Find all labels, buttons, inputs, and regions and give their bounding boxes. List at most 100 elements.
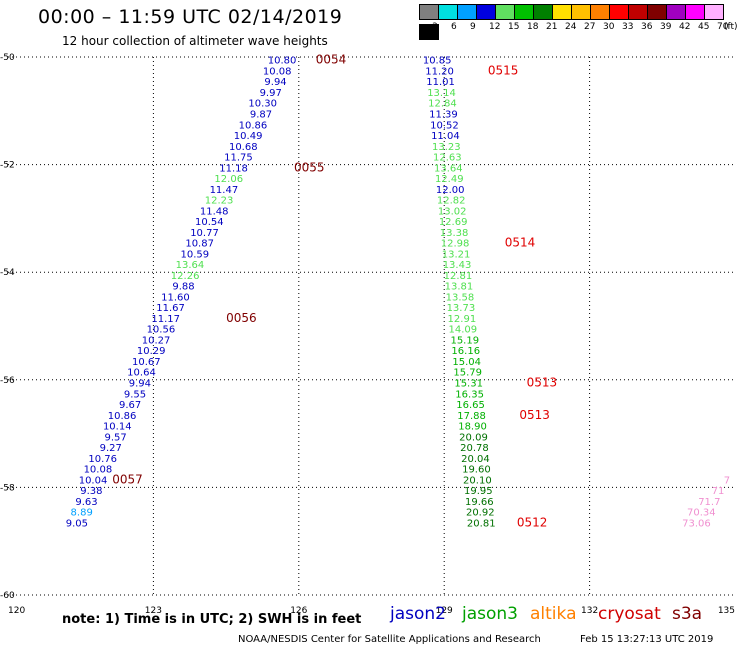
data-point-jason2: 10.77 (190, 228, 219, 239)
data-point-jason2: 12.26 (171, 271, 200, 282)
legend-label: 9 (470, 22, 476, 32)
data-point-jason2: 9.57 (104, 432, 126, 443)
data-point-jason2: 9.94 (264, 77, 286, 88)
data-point-jason2: 10.64 (127, 368, 156, 379)
data-point-jason2: 9.97 (260, 88, 282, 99)
satellite-cryosat: cryosat (598, 604, 661, 624)
legend-label: 15 (508, 22, 520, 32)
data-point-jason2: 10.67 (132, 357, 161, 368)
data-point-jason3: 15.79 (453, 368, 482, 379)
data-point-jason2: 11.18 (219, 163, 248, 174)
credit-line: NOAA/NESDIS Center for Satellite Applica… (238, 634, 541, 645)
data-point-jason2: 10.30 (248, 99, 277, 110)
time-label: 0514 (505, 236, 536, 250)
legend-label: 70 (717, 22, 729, 32)
data-point-jason3: 11.20 (425, 66, 454, 77)
time-label: 0056 (226, 311, 257, 325)
data-point-jason3: 13.14 (427, 88, 456, 99)
data-point-jason3: 12.49 (435, 174, 464, 185)
data-point-jason3: 13.38 (440, 228, 469, 239)
footnote: note: 1) Time is in UTC; 2) SWH is in fe… (62, 612, 362, 627)
legend-label: 45 (698, 22, 710, 32)
data-point-jason3: 13.58 (446, 292, 475, 303)
data-point-cryosat: 70.34 (687, 508, 716, 519)
legend-label: 24 (565, 22, 577, 32)
x-tick-label: 132 (581, 606, 598, 616)
data-point-jason2: 9.87 (250, 109, 272, 120)
data-point-jason2: 10.56 (147, 325, 176, 336)
time-label: 0513 (527, 375, 558, 389)
data-point-jason2: 9.27 (100, 443, 122, 454)
data-point-jason3: 17.88 (457, 411, 486, 422)
data-point-jason3: 19.60 (462, 465, 491, 476)
time-label: 0515 (488, 63, 519, 77)
data-point-jason3: 13.21 (442, 249, 471, 260)
y-tick-label: -50 (0, 53, 15, 63)
y-tick-label: -58 (0, 483, 15, 493)
data-point-jason2: 9.38 (80, 486, 102, 497)
data-point-jason3: 20.04 (461, 454, 490, 465)
data-point-jason2: 9.55 (124, 389, 146, 400)
data-point-jason2: 11.67 (156, 303, 185, 314)
y-tick-label: -60 (0, 591, 15, 601)
data-point-jason2: 10.04 (79, 475, 108, 486)
data-point-jason3: 13.73 (447, 303, 476, 314)
data-point-jason3: 11.04 (431, 131, 460, 142)
data-point-jason3: 15.04 (452, 357, 481, 368)
data-point-jason3: 20.78 (460, 443, 489, 454)
data-point-jason2: 10.27 (142, 335, 171, 346)
data-point-jason2: 9.67 (119, 400, 141, 411)
data-point-cryosat: 71.7 (698, 497, 720, 508)
data-point-jason3: 15.19 (450, 335, 479, 346)
data-point-jason2: 9.63 (75, 497, 97, 508)
data-point-jason2: 9.05 (66, 518, 88, 529)
data-point-jason2: 11.48 (200, 206, 229, 217)
data-point-jason3: 20.10 (463, 475, 492, 486)
data-point-cryosat: 73.06 (682, 518, 711, 529)
satellite-jason2: jason2 (390, 604, 446, 624)
data-point-jason3: 16.16 (451, 346, 480, 357)
data-point-jason3: 11.39 (429, 109, 458, 120)
data-point-jason2: 10.59 (180, 249, 209, 260)
data-point-jason2: 12.06 (214, 174, 243, 185)
data-point-jason2: 10.14 (103, 422, 132, 433)
data-point-jason3: 16.35 (455, 389, 484, 400)
time-label: 0512 (517, 515, 548, 529)
time-label: 0054 (316, 53, 347, 67)
satellite-jason3: jason3 (462, 604, 518, 624)
legend-label: 3 (432, 22, 438, 32)
data-point-jason3: 12.82 (437, 196, 466, 207)
legend-label: (ft) (724, 22, 738, 32)
data-point-jason2: 10.80 (268, 56, 297, 67)
data-point-jason3: 14.09 (449, 325, 478, 336)
legend-label: 42 (679, 22, 691, 32)
legend-label: 39 (660, 22, 672, 32)
data-point-jason3: 19.66 (465, 497, 494, 508)
data-point-jason3: 12.81 (444, 271, 473, 282)
legend-label: 12 (489, 22, 501, 32)
data-point-jason2: 11.17 (151, 314, 180, 325)
data-point-jason2: 10.87 (185, 239, 214, 250)
data-point-jason3: 13.23 (432, 142, 461, 153)
data-point-jason2: 10.08 (263, 66, 292, 77)
data-point-cryosat: 71 (712, 486, 725, 497)
legend-label: 36 (641, 22, 653, 32)
data-point-jason2: 11.47 (210, 185, 239, 196)
legend-label: 33 (622, 22, 634, 32)
x-tick-label: 129 (436, 606, 453, 616)
data-point-jason3: 13.02 (438, 206, 467, 217)
data-point-jason2: 8.89 (71, 508, 93, 519)
data-point-jason3: 20.92 (466, 508, 495, 519)
data-point-jason3: 20.81 (467, 518, 496, 529)
page-title: 00:00 – 11:59 UTC 02/14/2019 (38, 6, 343, 28)
satellite-s3a: s3a (672, 604, 703, 624)
data-point-jason3: 12.69 (439, 217, 468, 228)
data-point-jason3: 12.84 (428, 99, 457, 110)
data-point-jason3: 12.00 (436, 185, 465, 196)
legend-label: 6 (451, 22, 457, 32)
data-point-jason2: 10.54 (195, 217, 224, 228)
data-point-jason2: 10.49 (234, 131, 263, 142)
data-point-jason2: 10.76 (88, 454, 117, 465)
y-tick-label: -54 (0, 268, 15, 278)
data-point-jason2: 12.23 (205, 196, 234, 207)
